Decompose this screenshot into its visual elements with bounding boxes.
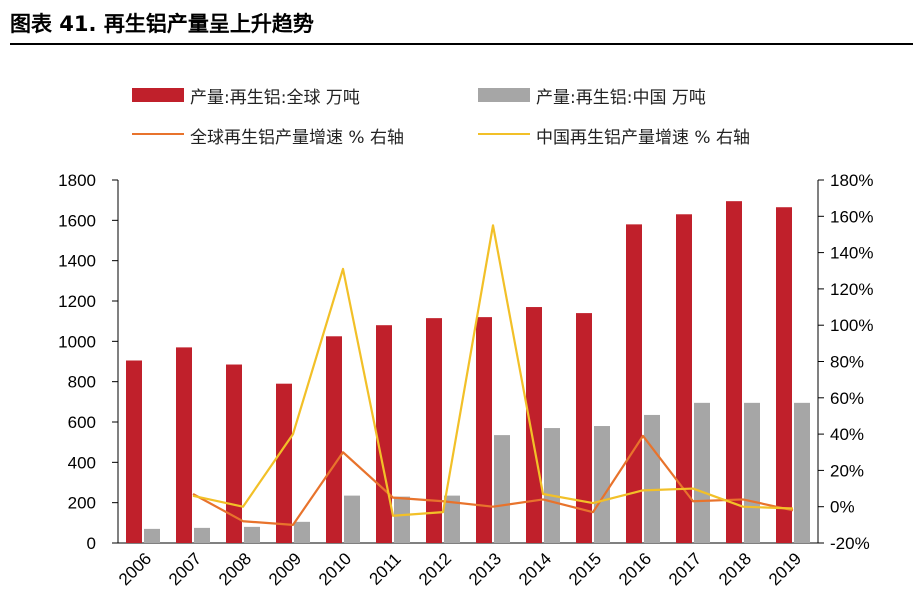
bar-china-2010 bbox=[344, 495, 360, 543]
left-tick-label: 600 bbox=[68, 413, 96, 432]
x-tick-label: 2013 bbox=[465, 549, 505, 589]
legend-swatch-global-line bbox=[132, 133, 184, 135]
left-tick-label: 1600 bbox=[58, 211, 96, 230]
bar-global-2017 bbox=[676, 214, 692, 544]
bar-china-2017 bbox=[694, 402, 710, 543]
left-tick-label: 1400 bbox=[58, 252, 96, 271]
x-tick-label: 2015 bbox=[565, 549, 605, 589]
bar-global-2016 bbox=[626, 224, 642, 543]
bar-china-2011 bbox=[394, 496, 410, 543]
legend-swatch-global-bar bbox=[132, 88, 184, 102]
left-tick-label: 1800 bbox=[58, 171, 96, 190]
bar-global-2014 bbox=[526, 307, 542, 543]
legend-label-china-line: 中国再生铝产量增速 % 右轴 bbox=[536, 128, 750, 148]
right-tick-label: -20% bbox=[830, 534, 870, 553]
left-tick-label: 1200 bbox=[58, 292, 96, 311]
legend-swatch-china-bar bbox=[478, 88, 530, 102]
x-tick-label: 2008 bbox=[215, 549, 255, 589]
bar-china-2016 bbox=[644, 414, 660, 543]
left-tick-label: 1000 bbox=[58, 332, 96, 351]
x-tick-label: 2010 bbox=[315, 549, 355, 589]
x-tick-label: 2007 bbox=[165, 549, 205, 589]
right-tick-label: 60% bbox=[830, 389, 864, 408]
bar-global-2019 bbox=[776, 207, 792, 543]
bar-global-2008 bbox=[226, 364, 242, 543]
bar-global-2009 bbox=[276, 383, 292, 543]
legend-label-china-bar: 产量:再生铝:中国 万吨 bbox=[536, 88, 706, 108]
x-tick-label: 2017 bbox=[665, 549, 705, 589]
x-tick-label: 2011 bbox=[365, 549, 404, 588]
bar-global-2011 bbox=[376, 325, 392, 543]
bar-china-2009 bbox=[294, 521, 310, 543]
right-tick-label: 100% bbox=[830, 316, 873, 335]
bar-china-2007 bbox=[194, 527, 210, 543]
bar-china-2008 bbox=[244, 526, 260, 543]
bar-global-2007 bbox=[176, 347, 192, 543]
legend-label-global-line: 全球再生铝产量增速 % 右轴 bbox=[190, 128, 404, 148]
bar-global-2012 bbox=[426, 318, 442, 543]
right-tick-label: 160% bbox=[830, 207, 873, 226]
left-tick-label: 200 bbox=[68, 494, 96, 513]
right-tick-label: 40% bbox=[830, 425, 864, 444]
figure-title: 图表 41. 再生铝产量呈上升趋势 bbox=[10, 12, 314, 36]
right-tick-label: 80% bbox=[830, 353, 864, 372]
x-tick-label: 2012 bbox=[415, 549, 455, 589]
left-tick-label: 400 bbox=[68, 453, 96, 472]
bar-global-2013 bbox=[476, 317, 492, 543]
left-tick-label: 800 bbox=[68, 373, 96, 392]
bar-china-2015 bbox=[594, 426, 610, 543]
bar-global-2018 bbox=[726, 201, 742, 544]
left-tick-label: 0 bbox=[87, 534, 96, 553]
bar-global-2010 bbox=[326, 336, 342, 543]
x-tick-label: 2014 bbox=[515, 549, 555, 589]
chart-legend: 产量:再生铝:全球 万吨 产量:再生铝:中国 万吨 全球再生铝产量增速 % 右轴… bbox=[0, 0, 915, 160]
right-tick-label: 140% bbox=[830, 244, 873, 263]
right-tick-label: 0% bbox=[830, 498, 855, 517]
bar-china-2018 bbox=[744, 402, 760, 543]
title-divider bbox=[10, 43, 913, 45]
right-tick-label: 20% bbox=[830, 461, 864, 480]
bar-china-2006 bbox=[144, 528, 160, 543]
bar-china-2013 bbox=[494, 435, 510, 543]
x-tick-label: 2018 bbox=[715, 549, 755, 589]
x-tick-label: 2009 bbox=[265, 549, 305, 589]
right-tick-label: 180% bbox=[830, 171, 873, 190]
legend-label-global-bar: 产量:再生铝:全球 万吨 bbox=[190, 88, 360, 108]
bar-global-2015 bbox=[576, 313, 592, 543]
x-tick-label: 2016 bbox=[615, 549, 655, 589]
bar-china-2019 bbox=[794, 402, 810, 543]
bar-china-2014 bbox=[544, 428, 560, 543]
x-tick-label: 2019 bbox=[765, 549, 805, 589]
x-tick-label: 2006 bbox=[115, 549, 155, 589]
legend-swatch-china-line bbox=[478, 133, 530, 135]
right-tick-label: 120% bbox=[830, 280, 873, 299]
bar-global-2006 bbox=[126, 360, 142, 543]
bar-china-2012 bbox=[444, 495, 460, 543]
